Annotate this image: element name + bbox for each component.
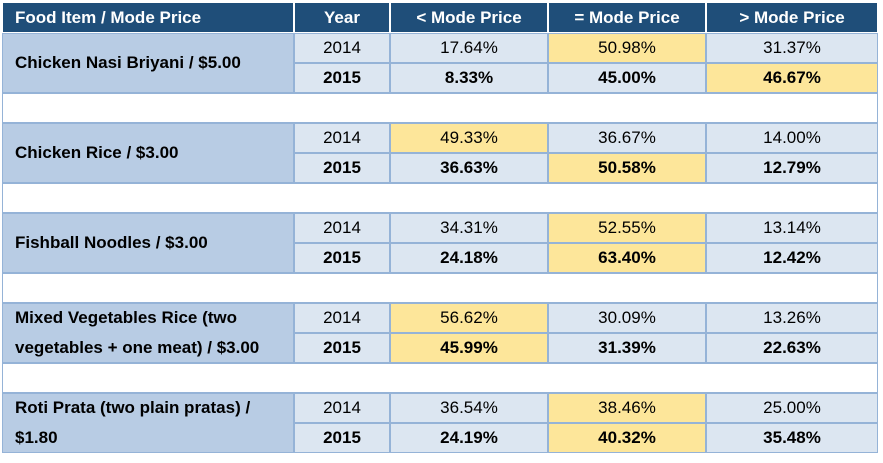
column-header: > Mode Price (706, 2, 878, 33)
percent: 46.67% (706, 63, 878, 93)
column-header: < Mode Price (390, 2, 548, 33)
food-item: Chicken Rice / $3.00 (2, 123, 294, 183)
year: 2015 (294, 423, 390, 453)
percent: 30.09% (548, 303, 706, 333)
spacer-row (2, 363, 878, 393)
percent: 56.62% (390, 303, 548, 333)
spacer-row (2, 93, 878, 123)
percent: 45.99% (390, 333, 548, 363)
year: 2015 (294, 153, 390, 183)
food-item: Roti Prata (two plain pratas) / $1.80 (2, 393, 294, 453)
percent: 45.00% (548, 63, 706, 93)
percent: 14.00% (706, 123, 878, 153)
food-item: Fishball Noodles / $3.00 (2, 213, 294, 273)
percent: 38.46% (548, 393, 706, 423)
percent: 12.42% (706, 243, 878, 273)
year: 2014 (294, 123, 390, 153)
percent: 31.39% (548, 333, 706, 363)
food-item: Mixed Vegetables Rice (two vegetables + … (2, 303, 294, 363)
spacer-row (2, 273, 878, 303)
year: 2014 (294, 33, 390, 63)
percent: 22.63% (706, 333, 878, 363)
percent: 25.00% (706, 393, 878, 423)
percent: 13.26% (706, 303, 878, 333)
percent: 40.32% (548, 423, 706, 453)
column-header: Food Item / Mode Price (2, 2, 294, 33)
year: 2015 (294, 243, 390, 273)
column-header: = Mode Price (548, 2, 706, 33)
percent: 12.79% (706, 153, 878, 183)
percent: 49.33% (390, 123, 548, 153)
column-header: Year (294, 2, 390, 33)
year: 2015 (294, 63, 390, 93)
spacer-row (2, 183, 878, 213)
year: 2015 (294, 333, 390, 363)
percent: 24.19% (390, 423, 548, 453)
percent: 36.54% (390, 393, 548, 423)
percent: 52.55% (548, 213, 706, 243)
percent: 36.63% (390, 153, 548, 183)
percent: 8.33% (390, 63, 548, 93)
year: 2014 (294, 393, 390, 423)
food-item: Chicken Nasi Briyani / $5.00 (2, 33, 294, 93)
percent: 35.48% (706, 423, 878, 453)
percent: 34.31% (390, 213, 548, 243)
percent: 24.18% (390, 243, 548, 273)
percent: 36.67% (548, 123, 706, 153)
percent: 17.64% (390, 33, 548, 63)
percent: 63.40% (548, 243, 706, 273)
percent: 50.98% (548, 33, 706, 63)
percent: 50.58% (548, 153, 706, 183)
year: 2014 (294, 213, 390, 243)
percent: 31.37% (706, 33, 878, 63)
percent: 13.14% (706, 213, 878, 243)
year: 2014 (294, 303, 390, 333)
